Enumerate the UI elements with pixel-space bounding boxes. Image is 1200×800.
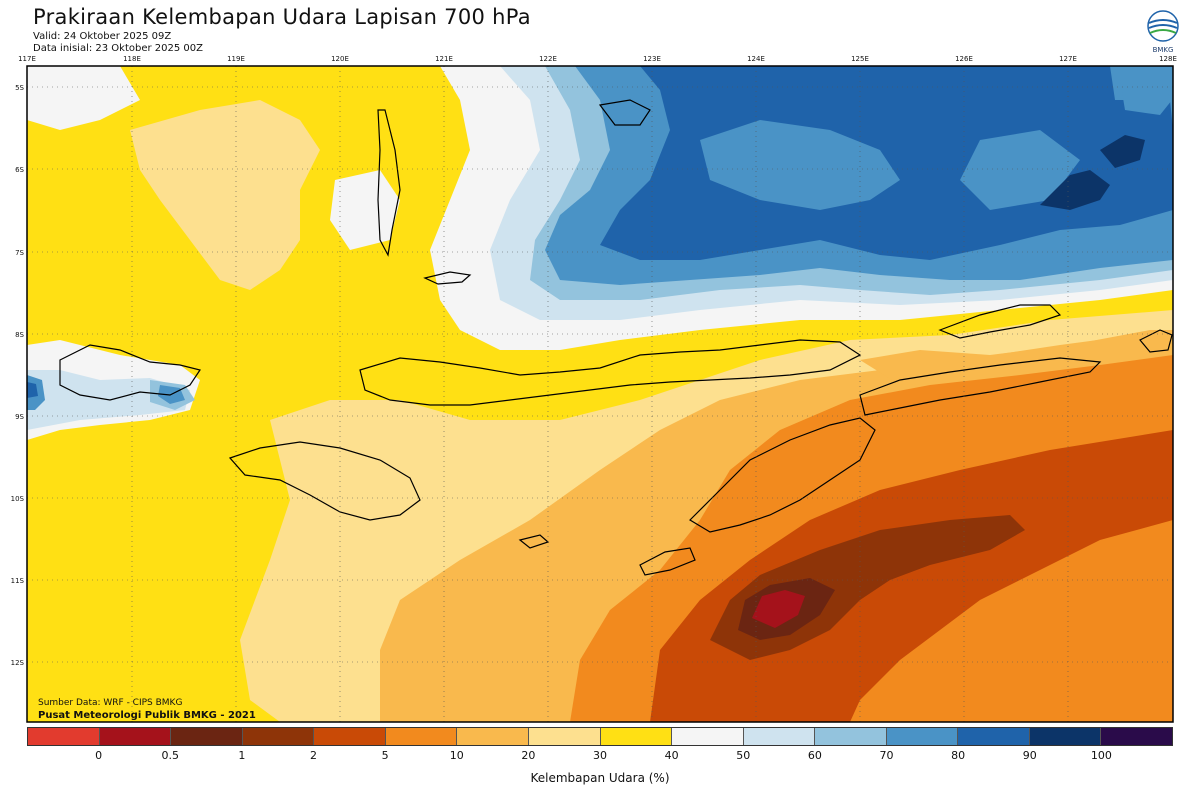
humidity-mid-blue-hole1 (700, 120, 900, 210)
colorbar-segment (1101, 728, 1172, 745)
lon-label: 127E (1059, 55, 1077, 63)
colorbar-segment (314, 728, 386, 745)
humidity-white-north-patch (330, 170, 400, 250)
colorbar-tick: 0.5 (161, 749, 180, 762)
island-sulawesi (377, 109, 401, 257)
graticule (27, 66, 1173, 722)
colorbar-label: Kelembapan Udara (%) (530, 771, 670, 785)
island-islets-north (598, 99, 651, 126)
lat-label: 7S (15, 249, 24, 257)
bmkg-logo-icon: BMKG (1147, 10, 1179, 54)
longitude-labels: 117E 118E 119E 120E 121E 122E 123E 124E … (18, 55, 1177, 63)
colorbar-tick: 1 (238, 749, 246, 762)
colorbar-segment (171, 728, 243, 745)
colorbar-tick: 50 (736, 749, 751, 762)
colorbar-segment (743, 728, 816, 745)
map-frame (26, 65, 1174, 723)
island-timor (689, 417, 876, 533)
lon-label: 121E (435, 55, 453, 63)
colorbar-tick: 10 (449, 749, 464, 762)
colorbar-tick: 80 (951, 749, 966, 762)
colorbar-segment (600, 728, 673, 745)
colorbar-segment (28, 728, 100, 745)
colorbar-segment (672, 728, 744, 745)
lon-label: 123E (643, 55, 661, 63)
colorbar-segment (815, 728, 887, 745)
humidity-navy-zone2 (1100, 135, 1145, 168)
humidity-white-northwest (27, 66, 140, 130)
colorbar-tick: 90 (1022, 749, 1037, 762)
humidity-light-orange-east (860, 330, 1173, 385)
latitude-labels: 5S 6S 7S 8S 9S 10S 11S 12S (11, 84, 25, 667)
lon-label: 128E (1159, 55, 1177, 63)
colorbar-segment (457, 728, 529, 745)
humidity-mid-blue-hole3 (1120, 80, 1172, 115)
lat-label: 12S (11, 659, 25, 667)
colorbar-segment (1029, 728, 1102, 745)
lon-label: 124E (747, 55, 765, 63)
colorbar-tick: 2 (310, 749, 317, 762)
island-rote (639, 547, 696, 576)
humidity-map: 117E 118E 119E 120E 121E 122E 123E 124E … (11, 55, 1177, 723)
humidity-mid-blue-hole2 (960, 130, 1080, 210)
island-selayar (423, 271, 472, 285)
colorbar-tick: 70 (879, 749, 894, 762)
data-source: Sumber Data: WRF - CIPS BMKG (38, 698, 183, 708)
lat-label: 5S (15, 84, 24, 92)
island-sumba (228, 441, 421, 521)
map-title: Prakiraan Kelembapan Udara Lapisan 700 h… (33, 5, 531, 29)
colorbar-tick: 20 (521, 749, 536, 762)
initial-data-time: Data inisial: 23 Oktober 2025 00Z (33, 43, 203, 54)
colorbar-tick: 40 (664, 749, 679, 762)
valid-time: Valid: 24 Oktober 2025 09Z (33, 31, 172, 42)
island-wetar (938, 304, 1062, 339)
colorbar-tick: 100 (1090, 749, 1112, 762)
island-sumbawa (59, 344, 201, 401)
lat-label: 11S (11, 577, 25, 585)
lat-label: 6S (15, 166, 24, 174)
colorbar-segment (385, 728, 458, 745)
colorbar-segment (99, 728, 172, 745)
humidity-navy-zone (1040, 170, 1110, 210)
colorbar-tick: 60 (807, 749, 822, 762)
lon-label: 126E (955, 55, 973, 63)
colorbar-ticks: 0 0.5 1 2 5 10 20 30 40 50 60 70 80 90 1… (27, 749, 1173, 765)
colorbar-segment (886, 728, 959, 745)
lon-label: 119E (227, 55, 245, 63)
colorbar (27, 727, 1173, 746)
colorbar-segment (958, 728, 1030, 745)
coastlines (59, 99, 1173, 576)
lat-label: 10S (11, 495, 25, 503)
humidity-red-zone (752, 590, 805, 628)
island-babar (1139, 329, 1173, 353)
lon-label: 118E (123, 55, 141, 63)
lon-label: 117E (18, 55, 36, 63)
colorbar-segment (528, 728, 601, 745)
island-timor-east (859, 357, 1102, 416)
colorbar-tick: 30 (593, 749, 607, 762)
colorbar-segment (242, 728, 315, 745)
island-flores (359, 339, 862, 406)
lon-label: 120E (331, 55, 349, 63)
humidity-blue-west (27, 382, 38, 398)
colorbar-tick: 0 (95, 749, 103, 762)
lat-label: 8S (15, 331, 24, 339)
colorbar-tick: 5 (381, 749, 389, 762)
lat-label: 9S (15, 413, 24, 421)
lon-label: 122E (539, 55, 557, 63)
publisher: Pusat Meteorologi Publik BMKG - 2021 (38, 710, 256, 721)
humidity-pale-yellow-north (130, 100, 320, 290)
bmkg-logo-text: BMKG (1153, 46, 1174, 54)
lon-label: 125E (851, 55, 869, 63)
